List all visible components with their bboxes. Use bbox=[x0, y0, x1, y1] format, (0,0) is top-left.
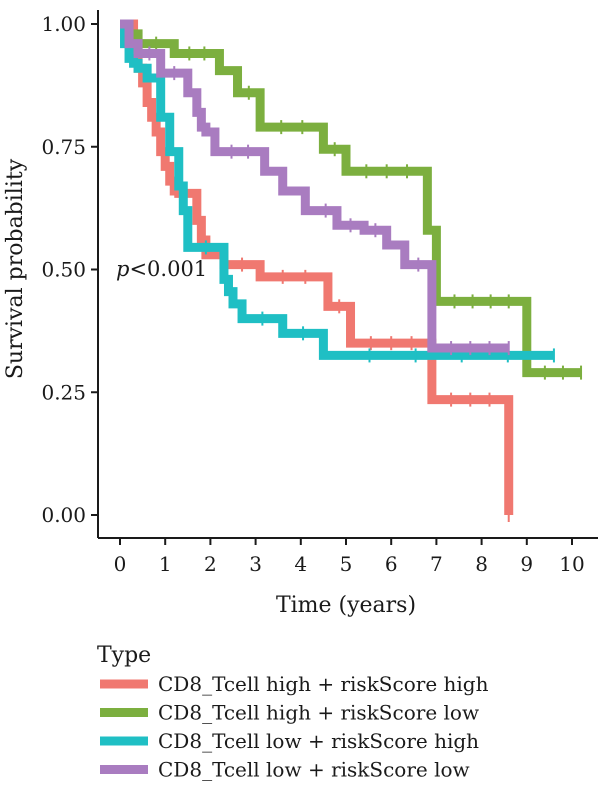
x-tick-label: 8 bbox=[475, 552, 488, 576]
x-axis-title: Time (years) bbox=[276, 593, 416, 618]
legend-label: CD8_Tcell low + riskScore low bbox=[158, 758, 470, 782]
x-tick-label: 0 bbox=[114, 552, 127, 576]
plot-area bbox=[120, 19, 583, 522]
legend-label: CD8_Tcell high + riskScore high bbox=[158, 672, 489, 696]
km-curve-series-1 bbox=[120, 19, 514, 515]
x-tick-label: 5 bbox=[340, 552, 353, 576]
y-tick-label: 0.50 bbox=[41, 258, 86, 282]
km-curve-series-4 bbox=[120, 19, 509, 353]
x-tick-label: 9 bbox=[520, 552, 533, 576]
x-axis-ticks: 0 1 2 3 4 5 6 7 8 9 10 bbox=[114, 538, 585, 576]
x-tick-label: 1 bbox=[159, 552, 172, 576]
x-tick-label: 4 bbox=[294, 552, 307, 576]
y-tick-label: 0.00 bbox=[41, 503, 86, 527]
y-tick-label: 0.25 bbox=[41, 380, 86, 404]
x-tick-label: 10 bbox=[559, 552, 584, 576]
x-tick-label: 6 bbox=[385, 552, 398, 576]
y-tick-label: 1.00 bbox=[41, 12, 86, 36]
legend-label: CD8_Tcell high + riskScore low bbox=[158, 701, 479, 725]
y-axis-ticks: 0.00 0.25 0.50 0.75 1.00 bbox=[41, 12, 98, 527]
p-value-annotation: p<0.001 bbox=[116, 257, 207, 281]
x-tick-label: 7 bbox=[430, 552, 443, 576]
y-axis-title: Survival probability bbox=[3, 158, 28, 379]
km-curve-series-3 bbox=[120, 19, 554, 360]
legend-title: Type bbox=[97, 643, 151, 668]
x-tick-label: 3 bbox=[249, 552, 262, 576]
legend: CD8_Tcell high + riskScore high CD8_Tcell… bbox=[100, 672, 489, 782]
x-tick-label: 2 bbox=[204, 552, 217, 576]
legend-label: CD8_Tcell low + riskScore high bbox=[158, 729, 479, 753]
y-tick-label: 0.75 bbox=[41, 135, 86, 159]
